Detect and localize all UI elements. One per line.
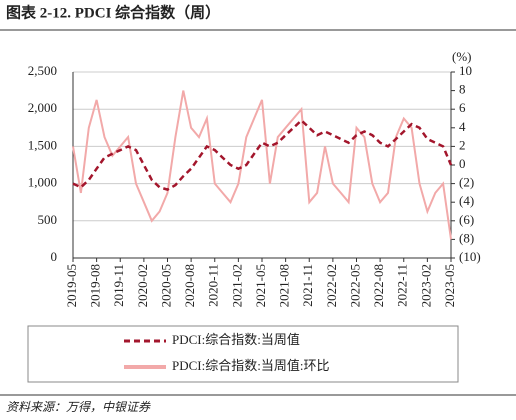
x-tick-label: 2021-05 [253,264,268,307]
x-tick-label: 2022-11 [395,264,410,307]
y2-tick-label: (2) [459,175,474,190]
source: 资料来源：万得，中银证券 [6,400,151,414]
y-tick-label: 2,000 [28,100,57,115]
x-tick-label: 2020-05 [158,264,173,307]
x-tick-label: 2020-08 [182,264,197,307]
y2-tick-label: 8 [459,82,466,97]
y2-tick-label: (6) [459,212,474,227]
y-tick-label: 2,500 [28,63,57,78]
y2-tick-label: (8) [459,230,474,245]
y2-tick-label: 10 [459,63,472,78]
x-tick-label: 2022-02 [324,264,339,307]
x-tick-label: 2023-02 [418,264,433,307]
y-tick-label: 1,000 [28,175,57,190]
x-tick-label: 2021-02 [229,264,244,307]
x-tick-label: 2019-08 [88,264,103,307]
y2-tick-label: 4 [459,119,466,134]
y2-tick-label: 6 [459,100,466,115]
x-tick-label: 2019-11 [111,264,126,307]
y2-tick-label: 0 [459,156,466,171]
series-line [72,90,452,240]
x-tick-label: 2020-11 [206,264,221,307]
y2-tick-label: 2 [459,137,466,152]
legend-label: PDCI:综合指数:当周值 [172,332,300,347]
y2-tick-label: (4) [459,193,474,208]
y2-unit: (%) [452,49,472,64]
legend-box [27,325,459,383]
chart-title: 图表 2-12. PDCI 综合指数（周） [6,3,220,21]
x-tick-label: 2020-02 [135,264,150,307]
x-tick-label: 2021-11 [300,264,315,307]
x-tick-label: 2022-05 [347,264,362,307]
y-tick-label: 1,500 [28,137,57,152]
y-tick-label: 500 [38,212,58,227]
x-tick-label: 2023-05 [442,264,457,307]
x-tick-label: 2019-05 [64,264,79,307]
series-line [72,118,453,191]
y-tick-label: 0 [51,249,58,264]
x-tick-label: 2022-08 [371,264,386,307]
legend-label: PDCI:综合指数:当周值:环比 [172,358,329,373]
y2-tick-label: (10) [459,249,481,264]
x-tick-label: 2021-08 [277,264,292,307]
